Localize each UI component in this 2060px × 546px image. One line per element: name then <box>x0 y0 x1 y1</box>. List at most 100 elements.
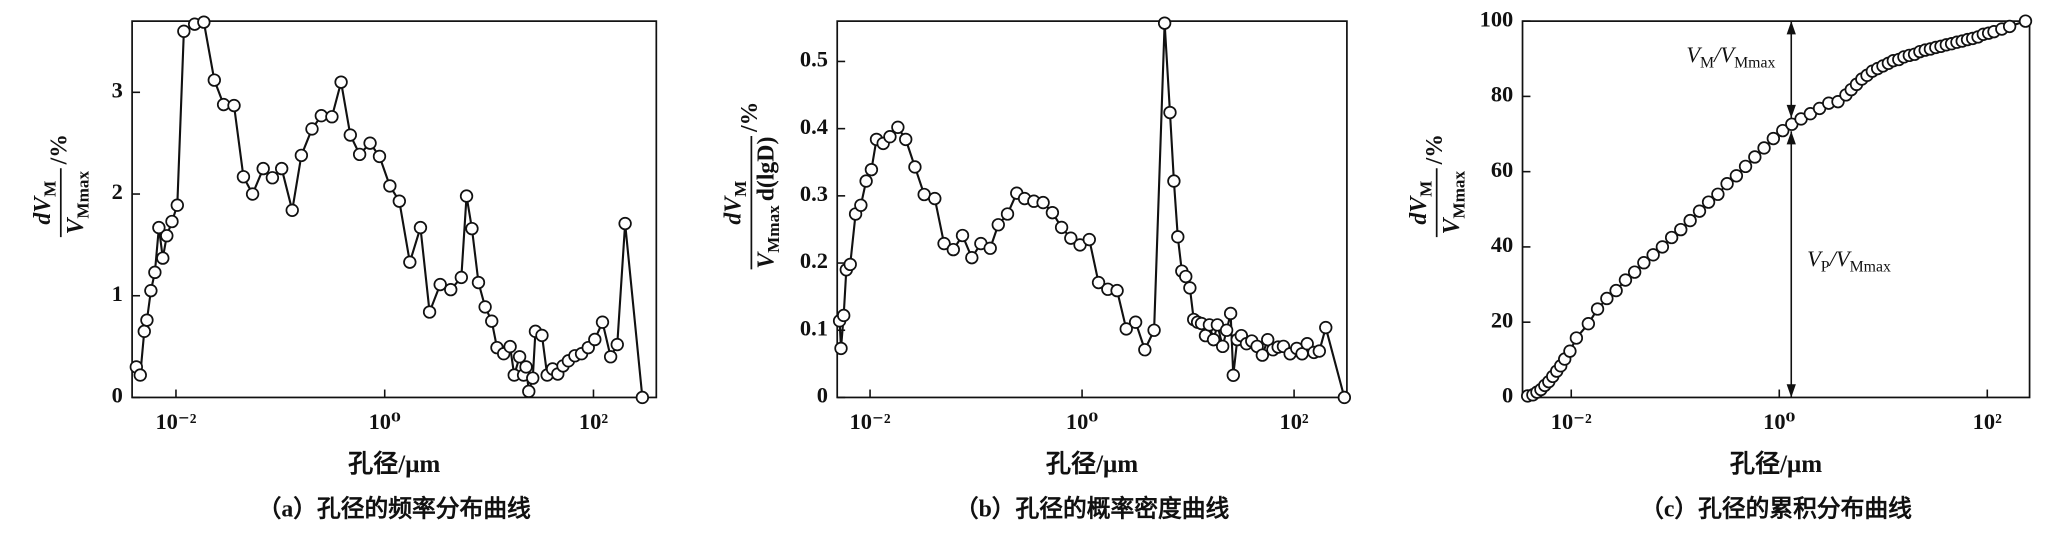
y-tick-label: 60 <box>1491 157 1513 182</box>
data-point <box>603 350 618 364</box>
data-point <box>908 160 922 174</box>
y-label-text: d(lgD) <box>754 137 780 202</box>
data-point <box>1157 16 1172 30</box>
annotation-text: V <box>1807 246 1823 271</box>
y-tick-label: 0.5 <box>800 47 828 72</box>
data-point <box>1064 231 1078 245</box>
y-tick-label: 100 <box>1480 6 1514 31</box>
data-point <box>1674 222 1688 237</box>
data-point <box>275 161 289 176</box>
y-tick-label: 80 <box>1491 82 1513 107</box>
data-point <box>485 314 499 328</box>
data-point <box>1646 248 1660 262</box>
data-point <box>413 220 428 235</box>
y-label-sub: M <box>40 181 59 197</box>
y-tick-label: 0 <box>1502 383 1513 408</box>
data-point <box>1179 269 1193 284</box>
data-point <box>837 308 851 323</box>
y-tick-label: 0 <box>112 383 123 408</box>
data-point <box>1609 283 1623 298</box>
data-point <box>372 149 387 164</box>
data-point <box>1776 123 1790 138</box>
data-point <box>133 368 147 382</box>
data-point <box>928 191 942 206</box>
y-label-text: dV <box>1406 195 1432 225</box>
data-point <box>383 179 397 193</box>
data-point <box>325 110 339 124</box>
y-label-sub: Mmax <box>74 171 93 219</box>
data-point <box>207 73 221 87</box>
data-point <box>1655 240 1670 254</box>
data-point <box>1637 256 1651 270</box>
data-point <box>883 130 897 144</box>
data-point <box>1255 348 1270 362</box>
y-label-text: V <box>754 251 780 269</box>
data-point <box>1664 230 1679 245</box>
plot-frame <box>1521 20 2031 399</box>
data-point <box>983 241 997 255</box>
data-point <box>1581 317 1596 331</box>
y-tick-label: 0.1 <box>800 315 828 340</box>
annotation-sub: M <box>1700 54 1714 71</box>
data-point <box>170 198 184 212</box>
data-point <box>1054 220 1069 235</box>
data-point <box>535 328 549 343</box>
y-label-sub: Mmax <box>1449 171 1468 219</box>
data-point <box>459 189 474 203</box>
data-point <box>343 128 357 142</box>
arrow-head <box>1786 21 1796 35</box>
x-tick-label: 10² <box>1279 409 1308 434</box>
data-point <box>1312 344 1326 358</box>
annotation-sub: Mmax <box>1850 258 1891 275</box>
data-point <box>854 198 868 212</box>
arrow-head <box>1786 131 1796 145</box>
data-point <box>1036 195 1050 210</box>
annotation: VM/VMmax <box>1686 42 1775 71</box>
y-tick-label: 2 <box>112 179 123 204</box>
panel: 0 20 40 60 80 100 10⁻² 10⁰ 10² 孔径/μm （c）孔径的累积分布曲线 d… <box>1406 6 2033 522</box>
data-point <box>285 203 299 217</box>
y-label-numerator: dVM <box>1406 181 1435 225</box>
y-label-denominator: VMmax <box>63 171 92 235</box>
data-point <box>454 270 469 285</box>
data-point <box>519 360 533 374</box>
data-point <box>595 315 610 329</box>
arrow-head <box>1786 104 1796 119</box>
x-tick-label: 10⁰ <box>1763 409 1795 434</box>
data-point <box>352 147 367 162</box>
y-label-unit: /% <box>1422 134 1448 165</box>
data-point <box>991 218 1005 232</box>
data-point <box>834 341 848 356</box>
x-tick-label: 10² <box>1973 409 2002 434</box>
data-point <box>1729 169 1744 183</box>
y-tick-label: 3 <box>112 77 123 102</box>
data-point <box>1720 177 1734 191</box>
data-point <box>1167 174 1181 188</box>
y-label-unit: /% <box>737 102 763 133</box>
arrow-head <box>1786 384 1796 398</box>
data-point <box>937 236 951 251</box>
data-point <box>2018 14 2033 28</box>
data-point <box>1757 141 1771 155</box>
y-label-text: dV <box>721 195 747 225</box>
x-tick-label: 10⁻² <box>155 409 196 434</box>
annotation-text: V <box>1686 42 1702 67</box>
data-point <box>1319 320 1333 335</box>
data-point <box>1110 283 1124 298</box>
data-point <box>152 220 166 235</box>
data-point <box>1128 315 1143 329</box>
data-point <box>1091 275 1106 290</box>
data-point <box>294 148 309 163</box>
data-point <box>588 332 602 347</box>
data-point <box>1261 332 1275 347</box>
data-point <box>1119 322 1133 336</box>
data-point <box>1219 323 1234 337</box>
y-label-text: dV <box>30 195 56 225</box>
data-point <box>177 24 191 38</box>
y-tick-label: 1 <box>112 281 123 306</box>
data-point <box>1147 323 1161 337</box>
data-point <box>1337 390 1352 405</box>
data-point <box>522 384 536 399</box>
data-point <box>392 194 406 208</box>
